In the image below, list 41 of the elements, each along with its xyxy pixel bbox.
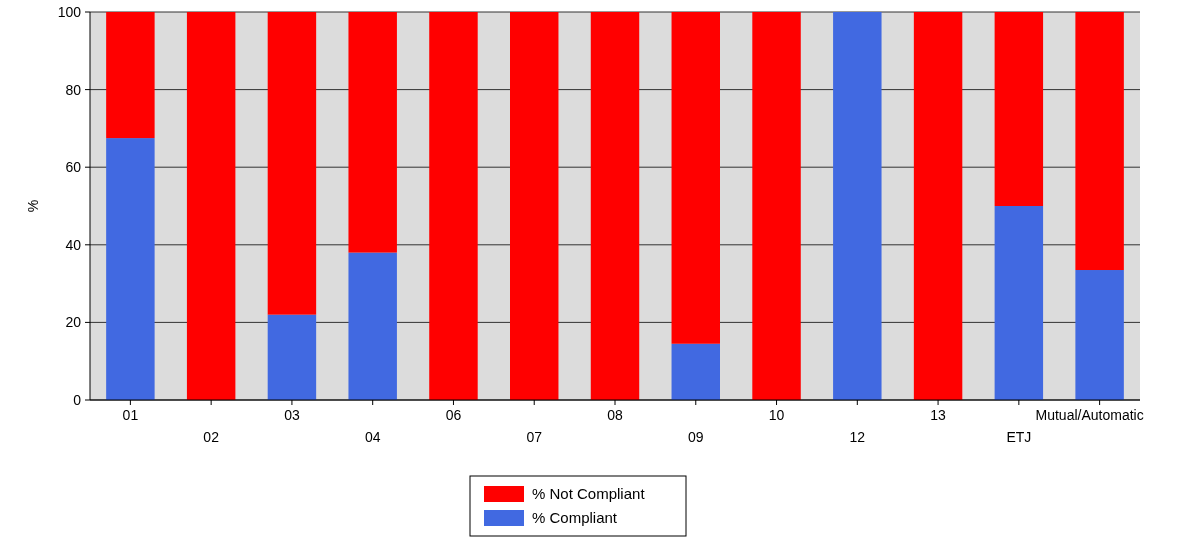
bar bbox=[510, 12, 559, 400]
bar bbox=[186, 12, 236, 400]
bar bbox=[106, 138, 155, 400]
x-tick-label: 13 bbox=[930, 407, 947, 423]
bar bbox=[833, 12, 882, 400]
y-tick-label: 20 bbox=[65, 314, 82, 331]
x-tick-label: 07 bbox=[526, 429, 543, 445]
x-tick-label: 01 bbox=[122, 407, 139, 423]
y-tick-label: 40 bbox=[65, 236, 82, 253]
x-tick-label: 06 bbox=[445, 407, 462, 423]
bar bbox=[671, 12, 720, 344]
x-tick-label: 10 bbox=[768, 407, 785, 423]
bar bbox=[1075, 270, 1124, 400]
x-tick-label: ETJ bbox=[1006, 429, 1032, 445]
bar bbox=[106, 12, 155, 139]
bar bbox=[913, 12, 963, 400]
bar bbox=[267, 12, 317, 315]
bar bbox=[429, 12, 478, 400]
y-tick-label: 100 bbox=[57, 3, 82, 20]
y-tick-label: 0 bbox=[73, 391, 82, 408]
bar bbox=[348, 252, 397, 400]
bar bbox=[348, 12, 397, 253]
bar bbox=[267, 314, 317, 400]
bar bbox=[994, 12, 1044, 206]
x-tick-label: 03 bbox=[284, 407, 300, 423]
x-tick-label: 08 bbox=[607, 407, 623, 423]
bar bbox=[752, 12, 801, 400]
legend-label: % Compliant bbox=[532, 509, 618, 527]
y-axis-title: % bbox=[25, 199, 41, 213]
y-tick-label: 80 bbox=[65, 81, 82, 98]
bar bbox=[671, 343, 720, 400]
bar bbox=[1075, 12, 1124, 271]
bar bbox=[590, 12, 640, 400]
x-tick-label: 09 bbox=[687, 429, 704, 445]
x-tick-label: 12 bbox=[849, 429, 866, 445]
y-tick-label: 60 bbox=[65, 159, 82, 176]
x-tick-label: 04 bbox=[364, 429, 381, 445]
x-tick-label: 02 bbox=[203, 429, 220, 445]
bar bbox=[994, 206, 1044, 400]
x-tick-label: Mutual/Automatic bbox=[1035, 407, 1144, 423]
legend-label: % Not Compliant bbox=[532, 485, 646, 503]
